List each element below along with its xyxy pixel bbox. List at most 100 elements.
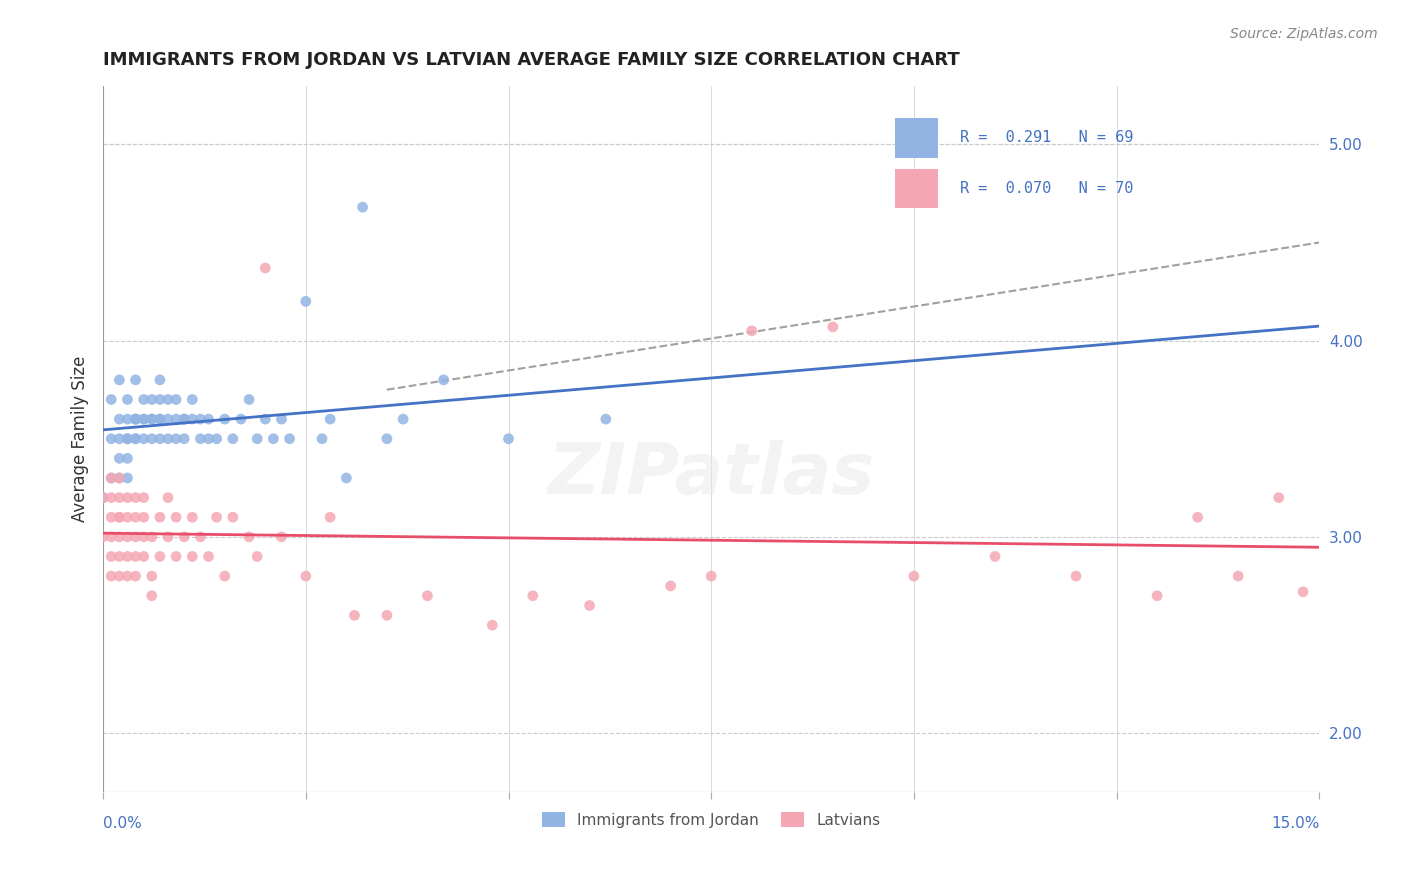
Point [124,432,146,446]
Point [100,432,122,446]
Point [246,432,269,446]
Point [1064,569,1087,583]
Point [578,599,600,613]
Point [117,530,139,544]
Point [173,412,195,426]
Point [238,392,260,407]
Point [903,569,925,583]
Point [254,412,277,426]
Point [238,530,260,544]
Point [91,491,114,505]
Point [214,412,236,426]
Point [190,432,212,446]
Point [1227,569,1250,583]
Point [375,432,398,446]
Text: IMMIGRANTS FROM JORDAN VS LATVIAN AVERAGE FAMILY SIZE CORRELATION CHART: IMMIGRANTS FROM JORDAN VS LATVIAN AVERAG… [103,51,960,69]
Point [659,579,682,593]
Point [117,569,139,583]
Point [416,589,439,603]
Point [100,510,122,524]
Point [246,549,269,564]
Point [124,549,146,564]
Point [100,392,122,407]
Point [481,618,503,632]
Point [108,451,131,466]
Point [117,432,139,446]
Text: 0.0%: 0.0% [103,815,142,830]
Point [117,510,139,524]
Point [197,432,219,446]
Point [1187,510,1209,524]
Point [124,530,146,544]
Point [214,569,236,583]
Point [173,530,195,544]
Point [149,392,172,407]
Point [132,412,155,426]
Point [132,530,155,544]
Point [181,510,204,524]
Point [156,530,179,544]
Point [149,412,172,426]
Point [262,432,284,446]
Point [141,392,163,407]
Point [173,432,195,446]
Point [156,491,179,505]
Point [100,471,122,485]
Point [108,549,131,564]
Point [100,530,122,544]
Point [100,471,122,485]
Point [205,510,228,524]
Point [197,549,219,564]
Point [117,451,139,466]
Point [1146,589,1168,603]
Point [352,200,374,214]
Point [229,412,252,426]
Point [1292,584,1315,599]
Point [319,510,342,524]
Point [132,510,155,524]
Point [392,412,415,426]
Point [124,412,146,426]
Point [132,412,155,426]
Point [117,471,139,485]
Point [375,608,398,623]
Point [108,510,131,524]
Point [156,392,179,407]
Point [108,432,131,446]
Point [149,373,172,387]
Point [108,510,131,524]
Point [821,319,844,334]
Point [335,471,357,485]
Point [295,294,318,309]
Point [181,549,204,564]
Legend: Immigrants from Jordan, Latvians: Immigrants from Jordan, Latvians [536,805,887,834]
Point [343,608,366,623]
Text: ZIPatlas: ZIPatlas [547,440,875,508]
Point [132,491,155,505]
Point [165,392,187,407]
Point [270,530,292,544]
Point [156,412,179,426]
Point [124,432,146,446]
Point [181,412,204,426]
Point [141,530,163,544]
Point [91,491,114,505]
Point [141,412,163,426]
Point [295,569,318,583]
Point [141,569,163,583]
Text: Source: ZipAtlas.com: Source: ZipAtlas.com [1230,27,1378,41]
Point [91,530,114,544]
Point [165,510,187,524]
Point [141,589,163,603]
Point [124,569,146,583]
Point [270,412,292,426]
Point [595,412,617,426]
Point [117,412,139,426]
Point [132,549,155,564]
Point [190,412,212,426]
Point [165,549,187,564]
Point [124,412,146,426]
Point [156,432,179,446]
Point [141,412,163,426]
Point [165,432,187,446]
